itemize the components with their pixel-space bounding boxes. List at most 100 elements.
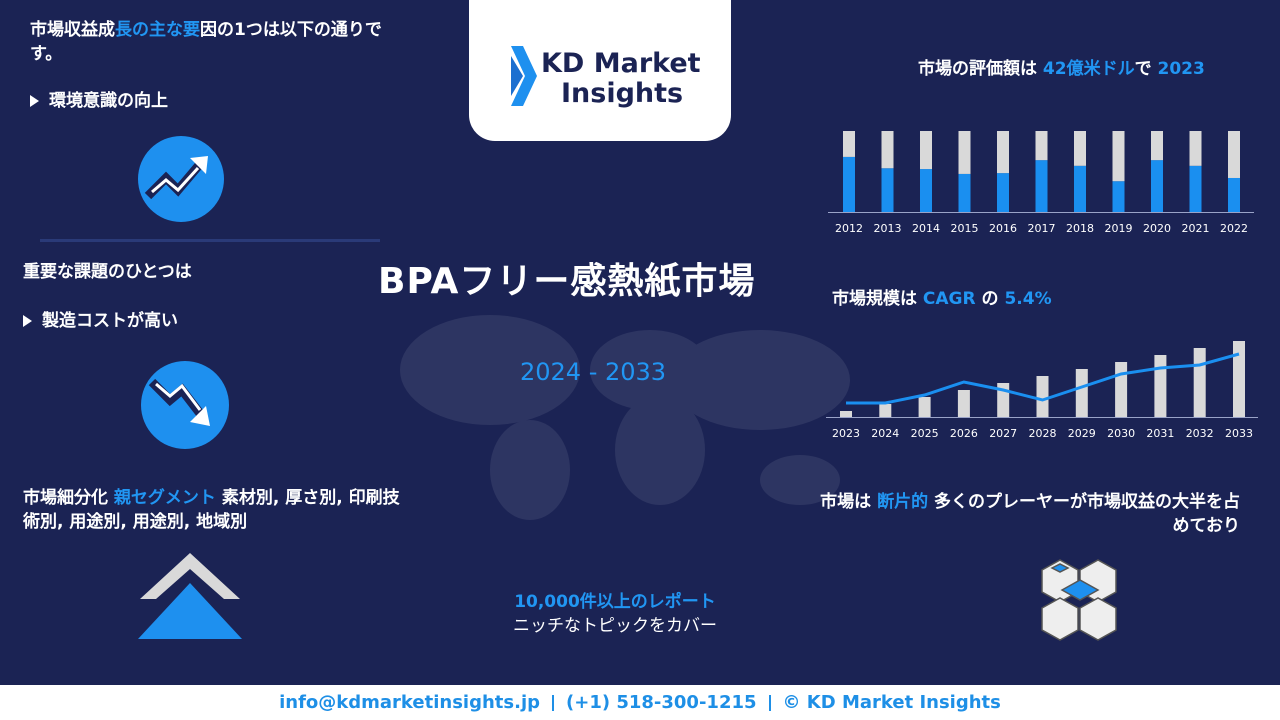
title: BPAフリー感熱紙市場	[378, 261, 756, 302]
bar	[881, 168, 894, 212]
x-tick-label: 2013	[874, 222, 902, 235]
bar	[957, 390, 970, 417]
bar	[1112, 181, 1125, 212]
copyright: © KD Market Insights	[782, 692, 1001, 713]
bar	[958, 173, 971, 212]
highlight: CAGR	[922, 289, 976, 309]
text: 多くのプレーヤーが市場収益の大半を占めており	[934, 492, 1240, 536]
cagr: 市場規模は CAGR の 5.4%	[832, 287, 1052, 311]
x-tick-label: 2016	[989, 222, 1017, 235]
x-tick-label: 2017	[1028, 222, 1056, 235]
valuation-chart: 2012 2013 2014 2015 2016 2017 2018 2019 2020 2021…	[828, 131, 1254, 235]
text: の	[981, 289, 999, 309]
bar	[958, 131, 971, 174]
email[interactable]: info@kdmarketinsights.jp	[279, 692, 541, 713]
driver-item: 環境意識の向上	[30, 89, 168, 113]
text: 市場規模は	[832, 289, 917, 309]
growth-icon	[138, 136, 224, 222]
bar	[1228, 131, 1240, 178]
bar	[1151, 160, 1163, 212]
cubes-icon	[1041, 559, 1117, 641]
bar	[1115, 362, 1128, 417]
segment-icon	[138, 553, 242, 639]
divider	[40, 239, 380, 242]
challenge-item: 製造コストが高い	[23, 309, 178, 333]
text: 素材別, 厚さ別, 印刷技術別, 用途別, 用途別, 地域別	[23, 488, 400, 532]
fragmented: 市場は 断片的 多くのプレーヤーが市場収益の大半を占めており	[820, 490, 1240, 538]
bar	[1154, 355, 1167, 417]
period: 2024 - 2033	[520, 358, 667, 386]
bar	[879, 404, 892, 417]
text: 因の1つは以下の通りです。	[30, 20, 382, 64]
x-tick-label: 2033	[1225, 427, 1253, 440]
highlight: 42億米ドル	[1042, 59, 1135, 79]
bar	[1074, 165, 1086, 212]
x-tick-label: 2015	[951, 222, 979, 235]
segmentation: 市場細分化 親セグメント 素材別, 厚さ別, 印刷技術別, 用途別, 用途別, …	[23, 486, 403, 534]
text: 市場は	[820, 492, 872, 512]
bar	[997, 131, 1009, 174]
highlight: 親セグメント	[113, 488, 216, 508]
world-map	[400, 315, 850, 520]
x-tick-label: 2032	[1186, 427, 1214, 440]
bar	[1112, 131, 1125, 182]
driver-heading: 市場収益成長の主な要因の1つは以下の通りです。	[30, 18, 410, 66]
bar	[1035, 160, 1048, 212]
text: 市場の評価額は	[918, 59, 1037, 79]
bar	[1151, 131, 1163, 161]
text: で	[1134, 59, 1152, 79]
bar	[920, 131, 932, 170]
text: 市場細分化	[23, 488, 108, 508]
highlight: 2023	[1157, 59, 1205, 79]
bar	[1189, 131, 1202, 166]
reports-text: ニッチなトピックをカバー	[513, 616, 717, 636]
x-tick-label: 2022	[1220, 222, 1248, 235]
bar	[1075, 369, 1088, 417]
x-tick-label: 2030	[1107, 427, 1135, 440]
x-tick-label: 2027	[989, 427, 1017, 440]
x-tick-label: 2012	[835, 222, 863, 235]
x-tick-label: 2031	[1146, 427, 1174, 440]
line	[846, 352, 1240, 405]
x-tick-label: 2028	[1029, 427, 1057, 440]
x-tick-label: 2020	[1143, 222, 1171, 235]
bar	[1074, 131, 1086, 166]
phone[interactable]: (+1) 518-300-1215	[566, 692, 757, 713]
reports: 10,000件以上のレポート ニッチなトピックをカバー	[440, 590, 790, 638]
logo: KD Market Insights	[469, 0, 731, 141]
text: 環境意識の向上	[49, 91, 168, 111]
x-tick-label: 2025	[911, 427, 939, 440]
valuation: 市場の評価額は 42億米ドルで 2023	[918, 57, 1205, 81]
footer: info@kdmarketinsights.jp (+1) 518-300-12…	[0, 685, 1280, 720]
highlight: 長の主な要	[115, 20, 200, 40]
bar	[1228, 177, 1240, 212]
bar	[920, 169, 932, 212]
bar	[1233, 341, 1245, 417]
cagr-chart: 2023 2024 2025 2026 2027 2028 2029 2030 2031 2032…	[826, 341, 1258, 440]
decline-icon	[141, 361, 229, 449]
bar	[840, 411, 852, 417]
logo-text: Insights	[561, 78, 684, 109]
logo-text: KD Market	[541, 48, 701, 79]
x-tick-label: 2021	[1182, 222, 1210, 235]
x-tick-label: 2029	[1068, 427, 1096, 440]
bar	[843, 131, 855, 157]
x-tick-label: 2014	[912, 222, 940, 235]
text: 市場収益成	[30, 20, 115, 40]
highlight: 5.4%	[1004, 289, 1052, 309]
bar	[1035, 131, 1048, 161]
bar	[918, 397, 931, 417]
bar	[843, 156, 855, 212]
bar	[1193, 348, 1206, 417]
bar	[1036, 376, 1049, 417]
bar	[881, 131, 894, 169]
x-tick-label: 2018	[1066, 222, 1094, 235]
x-tick-label: 2023	[832, 427, 860, 440]
reports-count: 10,000件以上のレポート	[514, 592, 716, 612]
challenge-heading: 重要な課題のひとつは	[23, 262, 192, 282]
bar	[1189, 165, 1202, 212]
logo-mark	[511, 46, 537, 106]
text: 製造コストが高い	[42, 311, 178, 331]
x-tick-label: 2024	[871, 427, 899, 440]
